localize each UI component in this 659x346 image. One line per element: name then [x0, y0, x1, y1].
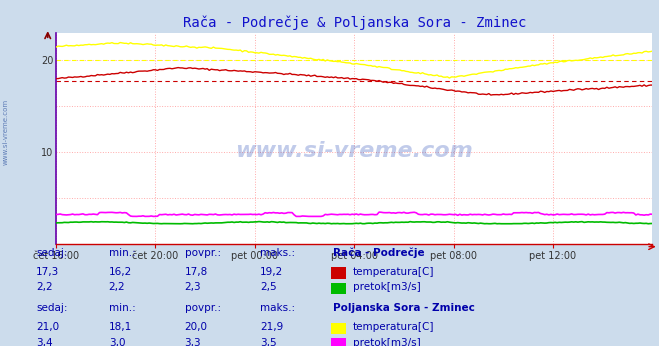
Text: povpr.:: povpr.:: [185, 303, 221, 313]
Text: www.si-vreme.com: www.si-vreme.com: [2, 98, 9, 165]
Text: 3,3: 3,3: [185, 338, 201, 346]
Text: min.:: min.:: [109, 248, 136, 258]
Text: 18,1: 18,1: [109, 322, 132, 332]
Text: 3,5: 3,5: [260, 338, 277, 346]
Text: Rača - Podrečje: Rača - Podrečje: [333, 247, 424, 258]
Text: Poljanska Sora - Zminec: Poljanska Sora - Zminec: [333, 303, 474, 313]
Text: 20,0: 20,0: [185, 322, 208, 332]
Text: temperatura[C]: temperatura[C]: [353, 267, 434, 277]
Text: www.si-vreme.com: www.si-vreme.com: [235, 141, 473, 161]
Text: sedaj:: sedaj:: [36, 303, 68, 313]
Title: Rača - Podrečje & Poljanska Sora - Zminec: Rača - Podrečje & Poljanska Sora - Zmine…: [183, 16, 526, 30]
Text: 19,2: 19,2: [260, 267, 283, 277]
Text: sedaj:: sedaj:: [36, 248, 68, 258]
Text: 2,5: 2,5: [260, 282, 277, 292]
Text: povpr.:: povpr.:: [185, 248, 221, 258]
Text: 17,3: 17,3: [36, 267, 59, 277]
Text: 3,4: 3,4: [36, 338, 53, 346]
Text: 21,9: 21,9: [260, 322, 283, 332]
Text: 16,2: 16,2: [109, 267, 132, 277]
Text: maks.:: maks.:: [260, 248, 295, 258]
Text: 17,8: 17,8: [185, 267, 208, 277]
Text: min.:: min.:: [109, 303, 136, 313]
Text: 21,0: 21,0: [36, 322, 59, 332]
Text: pretok[m3/s]: pretok[m3/s]: [353, 338, 420, 346]
Text: maks.:: maks.:: [260, 303, 295, 313]
Text: pretok[m3/s]: pretok[m3/s]: [353, 282, 420, 292]
Text: 3,0: 3,0: [109, 338, 125, 346]
Text: 2,3: 2,3: [185, 282, 201, 292]
Text: 2,2: 2,2: [36, 282, 53, 292]
Text: 2,2: 2,2: [109, 282, 125, 292]
Text: temperatura[C]: temperatura[C]: [353, 322, 434, 332]
